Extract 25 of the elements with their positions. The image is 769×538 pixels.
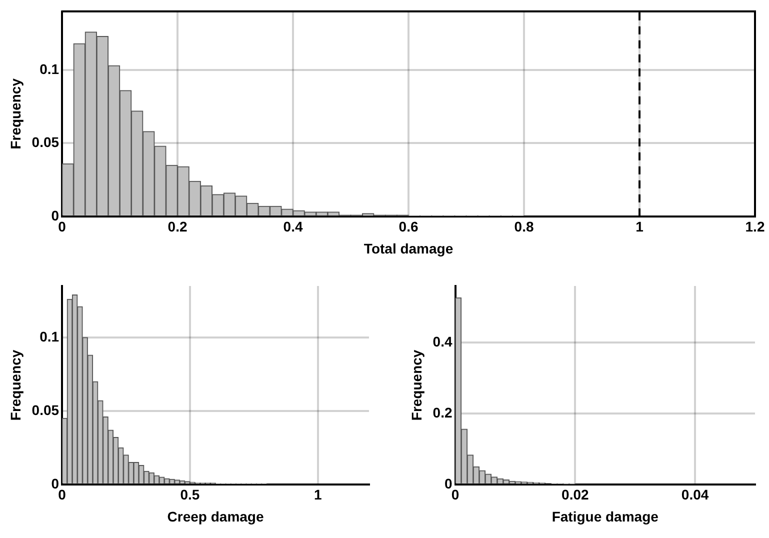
y-axis-title: Frequency — [7, 350, 24, 421]
y-tick-label: 0 — [444, 475, 452, 492]
x-tick-label: 1 — [636, 218, 644, 235]
y-tick-label: 0.4 — [432, 334, 452, 350]
x-tick-label: 0.2 — [168, 218, 188, 235]
y-tick-label: 0 — [51, 475, 60, 492]
y-axis-title: Frequency — [7, 78, 24, 150]
x-axis-title: Total damage — [364, 240, 454, 256]
y-tick-label: 0.2 — [432, 404, 452, 420]
x-axis-title: Creep damage — [167, 508, 264, 524]
x-axis-title: Fatigue damage — [552, 508, 659, 524]
y-tick-label: 0.05 — [32, 134, 60, 150]
y-tick-label: 0.05 — [32, 402, 60, 418]
x-tick-label: 1 — [314, 486, 322, 503]
x-tick-label: 0.5 — [180, 486, 200, 503]
y-tick-label: 0.1 — [40, 60, 60, 77]
x-tick-label: 0.02 — [562, 486, 589, 503]
x-tick-label: 0.4 — [283, 218, 303, 235]
x-tick-label: 1.2 — [745, 218, 765, 235]
x-tick-label: 0.6 — [398, 218, 418, 235]
y-tick-label: 0 — [51, 207, 60, 224]
y-axis-title: Frequency — [408, 350, 424, 421]
x-tick-label: 0.8 — [514, 218, 534, 235]
x-tick-label: 0.04 — [681, 486, 709, 503]
y-tick-label: 0.1 — [40, 328, 60, 344]
